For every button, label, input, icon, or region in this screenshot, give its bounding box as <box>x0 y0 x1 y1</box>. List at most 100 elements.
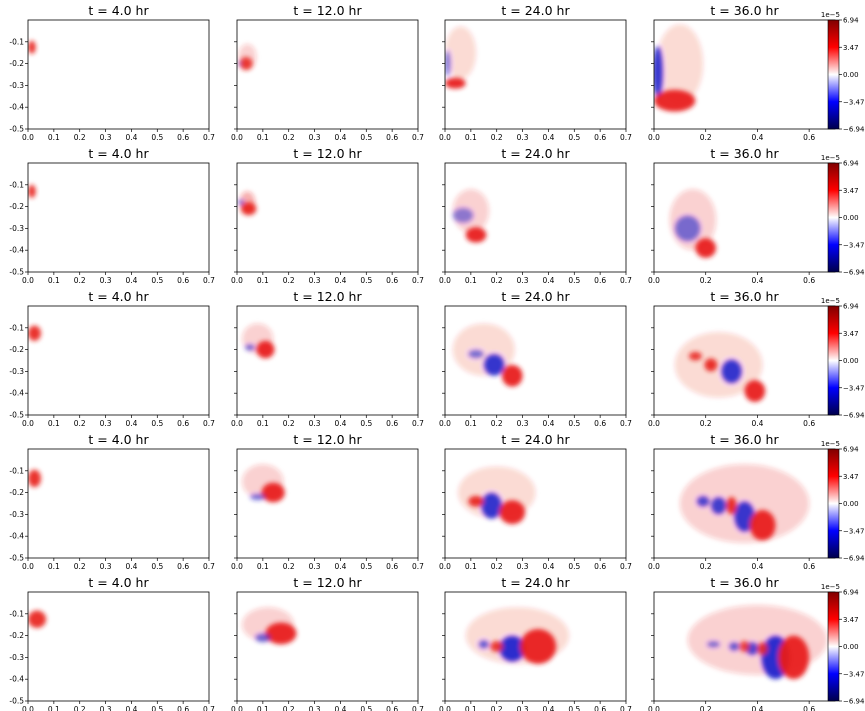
x-tick-label: 0.7 <box>412 419 424 428</box>
y-tick-label: -0.5 <box>9 125 24 134</box>
y-tick-label: -0.3 <box>9 367 24 376</box>
x-tick-label: 0.1 <box>465 419 477 428</box>
colorbar-tick-label: 3.47 <box>843 187 859 195</box>
panel-r2-c1: t = 4.0 hr 0.0 0.1 0.2 0.3 0.4 0.5 0.6 0.7 -0.1 -0… <box>9 146 215 285</box>
positive-anomaly-2 <box>256 340 275 359</box>
x-tick-label: 0.6 <box>594 705 606 711</box>
negative-anomaly-4 <box>728 642 740 651</box>
x-tick-label: 0.6 <box>386 705 398 711</box>
field-image <box>457 466 536 525</box>
x-tick-label: 0.1 <box>48 276 60 285</box>
panel-r5-c2: t = 12.0 hr 0.0 0.1 0.2 0.3 0.4 0.5 0.6 0.7 <box>231 575 424 711</box>
colorbar-tick-label: 0.00 <box>843 357 859 365</box>
panel-r5-c3: t = 24.0 hr 0.0 0.1 0.2 0.3 0.4 0.5 0.6 0.7 <box>439 575 632 711</box>
y-tick-label: -0.1 <box>9 609 24 618</box>
axes-frame <box>236 162 419 273</box>
x-tick-label: 0.5 <box>360 133 372 142</box>
x-tick-label: 0.4 <box>334 562 346 571</box>
y-tick-label: -0.3 <box>9 653 24 662</box>
colorbar-tick-label: −6.94 <box>843 555 865 563</box>
x-tick-label: 0.6 <box>386 562 398 571</box>
x-tick-label: 0.3 <box>309 133 321 142</box>
x-tick-label: 0.3 <box>100 705 112 711</box>
positive-anomaly-1 <box>674 332 763 398</box>
field-image <box>237 43 257 71</box>
positive-anomaly-1 <box>445 26 477 79</box>
positive-anomaly-2 <box>704 358 718 372</box>
field-image <box>28 469 41 488</box>
x-tick-label: 0.3 <box>100 133 112 142</box>
x-tick-label: 0.2 <box>74 562 86 571</box>
x-tick-label: 0.2 <box>491 705 503 711</box>
colorbar-tick-label: 0.00 <box>843 643 859 651</box>
panel-title: t = 12.0 hr <box>293 3 362 18</box>
x-tick-label: 0.5 <box>568 562 580 571</box>
colorbar-tick-label: 0.00 <box>843 500 859 508</box>
positive-anomaly-4 <box>501 364 523 387</box>
panel-title: t = 36.0 hr <box>710 432 779 447</box>
positive-anomaly-5 <box>726 496 737 515</box>
positive-anomaly-4 <box>499 500 526 525</box>
axes-frame <box>236 591 419 702</box>
x-tick-label: 0.1 <box>257 276 269 285</box>
negative-anomaly-4 <box>478 639 489 649</box>
panel-r1-c3: t = 24.0 hr 0.0 0.1 0.2 0.3 0.4 0.5 0.6 0.7 <box>439 3 632 142</box>
x-tick-label: 0.0 <box>439 419 451 428</box>
panel-r2-c3: t = 24.0 hr 0.0 0.1 0.2 0.3 0.4 0.5 0.6 0.7 <box>439 146 632 285</box>
x-tick-label: 0.6 <box>386 133 398 142</box>
colorbar-tick-label: −6.94 <box>843 412 865 420</box>
x-tick-label: 0.4 <box>334 705 346 711</box>
field-image <box>445 26 477 89</box>
x-tick-label: 0.6 <box>594 276 606 285</box>
x-tick-label: 0.0 <box>231 419 243 428</box>
x-tick-label: 0.6 <box>803 562 815 571</box>
colorbar-gradient <box>827 448 840 559</box>
positive-anomaly-3 <box>445 77 466 89</box>
negative-anomaly-3 <box>237 60 242 67</box>
x-tick-label: 0.7 <box>620 133 632 142</box>
y-tick-label: -0.1 <box>9 180 24 189</box>
colorbar-tick-label: 6.94 <box>843 160 859 168</box>
x-tick-label: 0.3 <box>100 419 112 428</box>
positive-anomaly-1 <box>28 610 47 628</box>
negative-anomaly-2 <box>499 635 526 662</box>
colorbar-tick-label: 3.47 <box>843 330 859 338</box>
x-tick-label: 0.4 <box>334 276 346 285</box>
negative-anomaly-2 <box>445 50 451 77</box>
axes-frame <box>27 448 210 559</box>
x-tick-label: 0.7 <box>412 276 424 285</box>
colorbar-gradient <box>827 162 840 273</box>
y-tick-label: -0.2 <box>9 202 24 211</box>
panel-title: t = 36.0 hr <box>710 146 779 161</box>
colorbar-row-4: 1e−56.94 3.47 0.00 −3.47 −6.94 <box>821 440 865 563</box>
x-tick-label: 0.3 <box>517 419 529 428</box>
colorbar-exponent: 1e−5 <box>821 154 840 162</box>
field-image <box>452 323 523 387</box>
panel-title: t = 36.0 hr <box>710 575 779 590</box>
positive-anomaly-5 <box>744 380 766 402</box>
positive-anomaly-3 <box>468 495 484 507</box>
x-tick-label: 0.4 <box>125 705 137 711</box>
x-tick-label: 0.0 <box>648 133 660 142</box>
negative-anomaly-3 <box>468 349 484 359</box>
y-tick-label: -0.4 <box>9 532 24 541</box>
negative-anomaly-2 <box>654 46 664 99</box>
x-tick-label: 0.7 <box>412 705 424 711</box>
plot-area <box>445 20 626 129</box>
x-tick-label: 0.1 <box>257 133 269 142</box>
positive-anomaly-3 <box>490 641 504 652</box>
x-tick-label: 0.0 <box>648 276 660 285</box>
negative-anomaly-2 <box>674 215 701 242</box>
colorbar-tick-label: −3.47 <box>843 670 864 678</box>
negative-anomaly-3 <box>710 496 727 515</box>
x-tick-label: 0.6 <box>177 276 189 285</box>
y-tick-label: -0.5 <box>9 554 24 563</box>
x-tick-label: 0.5 <box>151 562 163 571</box>
y-tick-label: -0.4 <box>9 389 24 398</box>
panel-r4-c1: t = 4.0 hr 0.0 0.1 0.2 0.3 0.4 0.5 0.6 0.7 -0.1 -0… <box>9 432 215 571</box>
x-tick-label: 0.5 <box>360 276 372 285</box>
x-tick-label: 0.3 <box>309 562 321 571</box>
x-tick-label: 0.1 <box>465 562 477 571</box>
x-tick-label: 0.7 <box>203 562 215 571</box>
x-tick-label: 0.3 <box>100 562 112 571</box>
